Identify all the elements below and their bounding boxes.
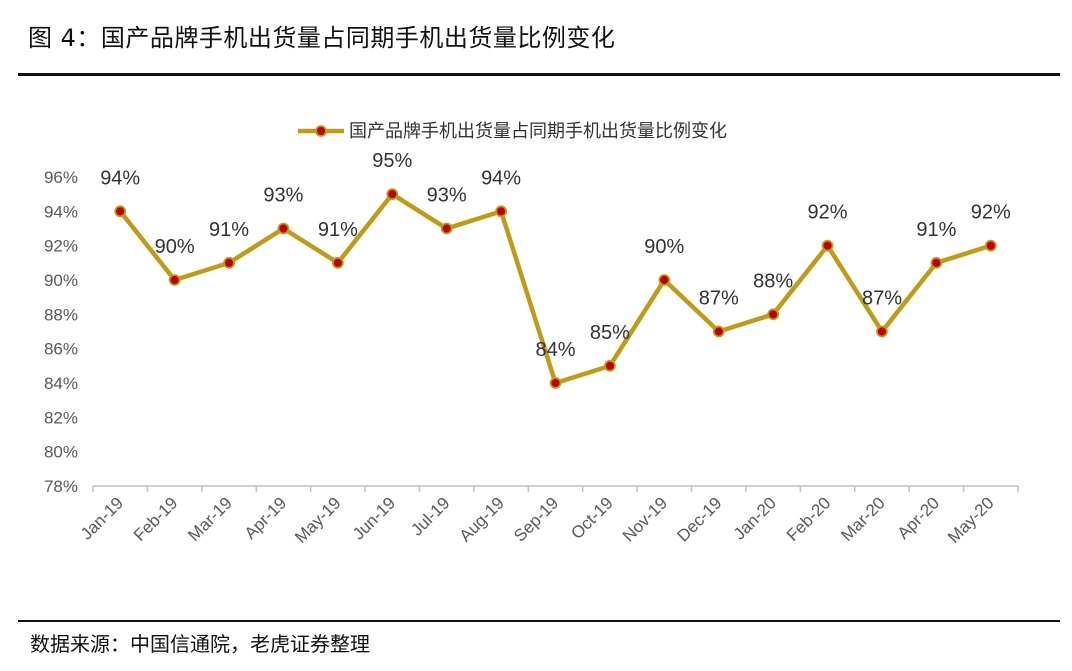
data-point (223, 256, 235, 269)
data-label: 94% (481, 167, 521, 189)
data-point (386, 188, 399, 201)
x-tick-label: Jan-19 (77, 493, 127, 543)
x-tick-label: Sep-19 (510, 493, 562, 545)
data-label: 84% (535, 339, 575, 361)
data-point (277, 222, 290, 235)
data-label: 90% (644, 236, 684, 258)
data-point (984, 239, 997, 252)
data-point (604, 359, 616, 372)
x-tick-label: Feb-20 (783, 493, 835, 545)
data-point (331, 256, 344, 269)
data-label: 91% (916, 219, 956, 241)
x-tick-label: Feb-19 (130, 493, 182, 545)
legend: 国产品牌手机出货量占同期手机出货量比例变化 (298, 121, 727, 142)
top-rule (18, 73, 1060, 76)
legend-label: 国产品牌手机出货量占同期手机出货量比例变化 (349, 121, 727, 142)
y-tick-label: 90% (44, 271, 78, 290)
data-label: 88% (753, 270, 793, 292)
y-tick-label: 94% (44, 202, 78, 221)
data-point (658, 274, 671, 286)
y-tick-label: 78% (44, 477, 78, 496)
data-label: 87% (699, 288, 739, 310)
data-label: 90% (155, 236, 195, 258)
x-tick-label: Mar-20 (837, 493, 889, 545)
x-tick-label: Aug-19 (456, 493, 508, 545)
x-tick-label: Apr-19 (241, 493, 291, 543)
y-tick-label: 88% (44, 305, 78, 324)
data-label: 91% (318, 219, 358, 241)
bottom-rule (18, 620, 1060, 622)
data-label: 93% (263, 185, 303, 207)
x-tick-label: Dec-19 (673, 493, 725, 545)
data-point (821, 239, 834, 252)
data-point (549, 377, 562, 389)
y-axis: 78% 80% 82% 84% 86% 88% 90% 92% 94% 96% (44, 168, 78, 496)
source-note: 数据来源：中国信通院，老虎证券整理 (30, 632, 370, 656)
x-tick-label: Oct-19 (567, 493, 617, 543)
data-label: 85% (590, 322, 630, 344)
data-point (168, 274, 181, 286)
x-tick-label: Jan-20 (730, 493, 780, 543)
x-tick-label: Jul-19 (407, 493, 453, 539)
data-label: 93% (427, 185, 467, 207)
x-tick-label: May-19 (291, 493, 345, 547)
y-tick-label: 86% (44, 340, 78, 359)
x-tick-label: May-20 (944, 493, 998, 547)
y-tick-label: 84% (44, 374, 78, 393)
data-point (767, 308, 780, 321)
data-label: 91% (209, 219, 249, 241)
data-point (495, 205, 507, 218)
x-tick-label: Apr-20 (894, 493, 944, 543)
data-point (930, 256, 943, 269)
x-tick-label: Jun-19 (349, 493, 399, 543)
data-label: 94% (100, 167, 140, 189)
figure-title: 图 4：国产品牌手机出货量占同期手机出货量比例变化 (28, 24, 616, 52)
data-labels: 94% 90% 91% 93% 91% 95% 93% 94% 84% 85% 90% 87% 88% 9… (100, 150, 1011, 361)
series-group (114, 188, 997, 389)
data-label: 95% (372, 150, 412, 172)
y-tick-label: 96% (44, 168, 78, 187)
legend-marker (315, 125, 327, 137)
data-point (440, 222, 453, 235)
y-tick-label: 80% (44, 443, 78, 462)
data-point (114, 205, 127, 218)
y-tick-label: 92% (44, 237, 78, 256)
data-point (876, 325, 888, 338)
data-label: 92% (971, 202, 1011, 224)
data-label: 87% (862, 288, 902, 310)
data-label: 92% (808, 202, 848, 224)
data-point (712, 325, 725, 338)
x-tick-label: Mar-19 (184, 493, 236, 545)
x-tick-label: Nov-19 (619, 493, 671, 545)
y-tick-label: 82% (44, 408, 78, 427)
x-axis: Jan-19 Feb-19 Mar-19 Apr-19 May-19 Jun-19 Jul-… (77, 485, 1019, 547)
